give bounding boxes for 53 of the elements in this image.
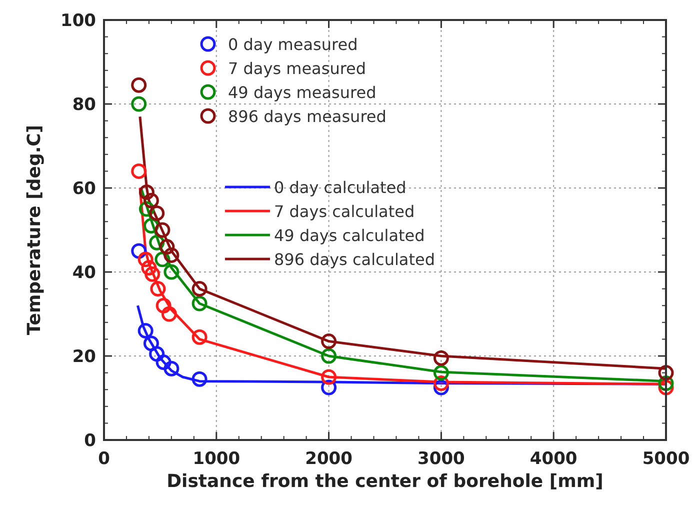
legend-label: 896 days measured: [228, 107, 386, 126]
point: [156, 354, 172, 370]
x-tick-label: 4000: [530, 449, 578, 469]
y-tick-label: 0: [84, 431, 96, 451]
point: [154, 222, 170, 238]
x-axis-title: Distance from the center of borehole [mm]: [166, 471, 604, 492]
point: [192, 296, 208, 312]
point: [433, 350, 449, 366]
point: [143, 336, 159, 352]
y-tick-label: 80: [72, 95, 96, 115]
legend-label: 49 days measured: [228, 83, 376, 102]
legend-label: 0 day calculated: [274, 178, 406, 197]
point: [164, 360, 180, 376]
y-axis-title: Temperature [deg.C]: [24, 124, 45, 336]
x-tick-label: 5000: [642, 449, 690, 469]
point: [150, 281, 166, 297]
point: [138, 184, 154, 200]
y-tick-label: 20: [72, 347, 96, 367]
x-tick-label: 2000: [305, 449, 353, 469]
point: [164, 247, 180, 263]
point: [192, 329, 208, 345]
legend-label: 49 days calculated: [274, 226, 425, 245]
point: [321, 348, 337, 364]
legend-label: 7 days measured: [228, 59, 366, 78]
point: [156, 298, 172, 314]
point: [164, 264, 180, 280]
point: [144, 266, 160, 282]
y-tick-label: 60: [72, 179, 96, 199]
point: [161, 306, 177, 322]
point: [192, 281, 208, 297]
point: [159, 239, 175, 255]
point: [321, 334, 337, 350]
point: [131, 77, 147, 93]
point: [141, 260, 157, 276]
y-tick-label: 100: [60, 11, 96, 31]
point: [658, 365, 674, 381]
point: [131, 96, 147, 112]
point: [149, 346, 165, 362]
point: [143, 192, 159, 208]
x-tick-label: 0: [98, 449, 110, 469]
point: [321, 369, 337, 385]
point: [138, 252, 154, 268]
point: [192, 371, 208, 387]
y-tick-label: 40: [72, 263, 96, 283]
legend-label: 896 days calculated: [274, 250, 435, 269]
x-tick-label: 3000: [418, 449, 466, 469]
legend-label: 0 day measured: [228, 35, 358, 54]
point: [138, 323, 154, 339]
point: [131, 163, 147, 179]
point: [433, 365, 449, 381]
point: [149, 205, 165, 221]
legend-label: 7 days calculated: [274, 202, 415, 221]
x-tick-label: 1000: [192, 449, 240, 469]
